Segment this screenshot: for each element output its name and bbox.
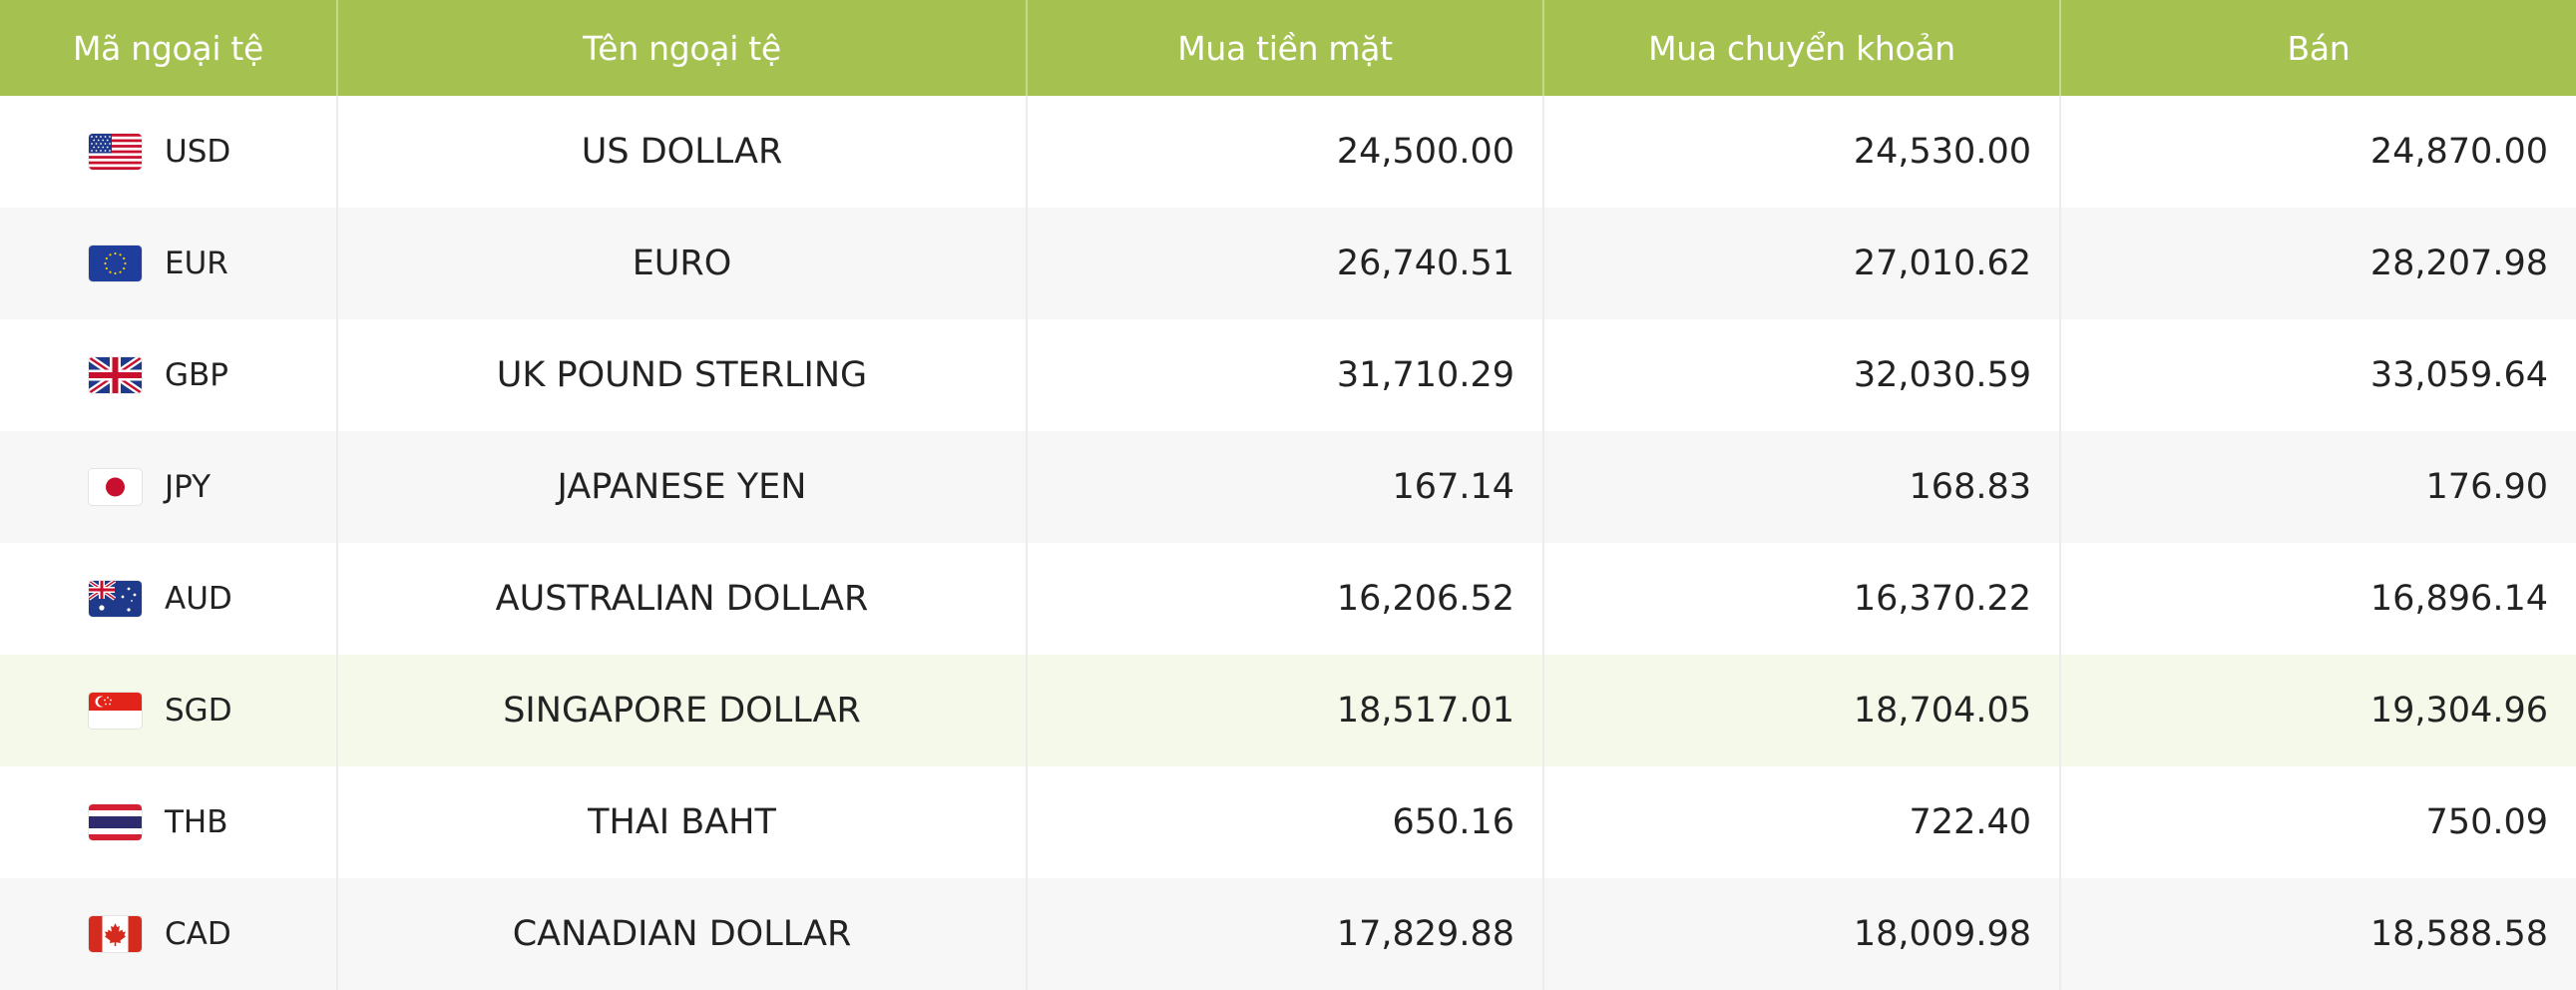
currency-code: USD xyxy=(165,134,231,170)
currency-code-cell: THB xyxy=(0,766,338,878)
table-row: GBP UK POUND STERLING 31,710.29 32,030.5… xyxy=(0,319,2576,431)
currency-code: JPY xyxy=(165,469,212,505)
sell-value: 33,059.64 xyxy=(2369,355,2548,395)
currency-code: EUR xyxy=(165,246,228,281)
currency-code-cell: EUR xyxy=(0,208,338,319)
currency-code: THB xyxy=(165,804,228,840)
currency-code: AUD xyxy=(165,581,232,617)
buy-transfer-value: 18,009.98 xyxy=(1543,878,2061,990)
table-row: THB THAI BAHT 650.16 722.40 750.09 xyxy=(0,766,2576,878)
currency-code: GBP xyxy=(165,357,228,393)
buy-transfer-value: 32,030.59 xyxy=(1543,319,2061,431)
sell-value: 750.09 xyxy=(2425,802,2548,842)
table-row: USD US DOLLAR 24,500.00 24,530.00 24,870… xyxy=(0,96,2576,208)
buy-cash-value: 16,206.52 xyxy=(1027,543,1544,655)
currency-code: SGD xyxy=(165,693,232,729)
currency-name: UK POUND STERLING xyxy=(337,319,1028,431)
header-currency-name: Tên ngoại tệ xyxy=(337,0,1028,96)
table-row: CAD CANADIAN DOLLAR 17,829.88 18,009.98 … xyxy=(0,878,2576,990)
buy-transfer-value: 168.83 xyxy=(1543,431,2061,543)
sell-value: 176.90 xyxy=(2425,467,2548,507)
currency-code-cell: USD xyxy=(0,96,338,208)
currency-name: US DOLLAR xyxy=(337,96,1028,208)
eu-flag-icon xyxy=(89,246,142,281)
buy-cash-value: 18,517.01 xyxy=(1027,655,1544,766)
sell-value: 18,588.58 xyxy=(2369,914,2548,954)
buy-cash-value: 650.16 xyxy=(1027,766,1544,878)
currency-code: CAD xyxy=(165,916,231,952)
buy-transfer-value: 18,704.05 xyxy=(1543,655,2061,766)
buy-cash-value: 24,500.00 xyxy=(1027,96,1544,208)
header-buy-cash: Mua tiền mặt xyxy=(1027,0,1544,96)
thailand-flag-icon xyxy=(89,804,142,840)
japan-flag-icon xyxy=(89,469,142,505)
header-sell: Bán xyxy=(2287,28,2351,68)
buy-cash-value: 31,710.29 xyxy=(1027,319,1544,431)
currency-name: EURO xyxy=(337,208,1028,319)
currency-code-cell: SGD xyxy=(0,655,338,766)
table-row: JPY JAPANESE YEN 167.14 168.83 176.90 xyxy=(0,431,2576,543)
buy-cash-value: 167.14 xyxy=(1027,431,1544,543)
currency-name: THAI BAHT xyxy=(337,766,1028,878)
header-currency-code: Mã ngoại tệ xyxy=(0,0,338,96)
table-header-row: Mã ngoại tệ Tên ngoại tệ Mua tiền mặt Mu… xyxy=(0,0,2576,96)
currency-name: CANADIAN DOLLAR xyxy=(337,878,1028,990)
sell-value: 16,896.14 xyxy=(2369,579,2548,619)
currency-name: SINGAPORE DOLLAR xyxy=(337,655,1028,766)
singapore-flag-icon xyxy=(89,693,142,729)
currency-code-cell: CAD xyxy=(0,878,338,990)
buy-transfer-value: 722.40 xyxy=(1543,766,2061,878)
us-flag-icon xyxy=(89,134,142,170)
sell-value: 28,207.98 xyxy=(2369,244,2548,283)
currency-name: AUSTRALIAN DOLLAR xyxy=(337,543,1028,655)
currency-code-cell: AUD xyxy=(0,543,338,655)
buy-transfer-value: 24,530.00 xyxy=(1543,96,2061,208)
sell-value: 19,304.96 xyxy=(2369,691,2548,731)
header-buy-transfer: Mua chuyển khoản xyxy=(1543,0,2061,96)
currency-code-cell: GBP xyxy=(0,319,338,431)
buy-transfer-value: 27,010.62 xyxy=(1543,208,2061,319)
buy-transfer-value: 16,370.22 xyxy=(1543,543,2061,655)
canada-flag-icon xyxy=(89,916,142,952)
table-row: EUR EURO 26,740.51 27,010.62 28,207.98 xyxy=(0,208,2576,319)
currency-name: JAPANESE YEN xyxy=(337,431,1028,543)
currency-code-cell: JPY xyxy=(0,431,338,543)
table-row: SGD SINGAPORE DOLLAR 18,517.01 18,704.05… xyxy=(0,655,2576,766)
uk-flag-icon xyxy=(89,357,142,393)
buy-cash-value: 26,740.51 xyxy=(1027,208,1544,319)
buy-cash-value: 17,829.88 xyxy=(1027,878,1544,990)
sell-value: 24,870.00 xyxy=(2369,132,2548,172)
table-row: AUD AUSTRALIAN DOLLAR 16,206.52 16,370.2… xyxy=(0,543,2576,655)
australia-flag-icon xyxy=(89,581,142,617)
